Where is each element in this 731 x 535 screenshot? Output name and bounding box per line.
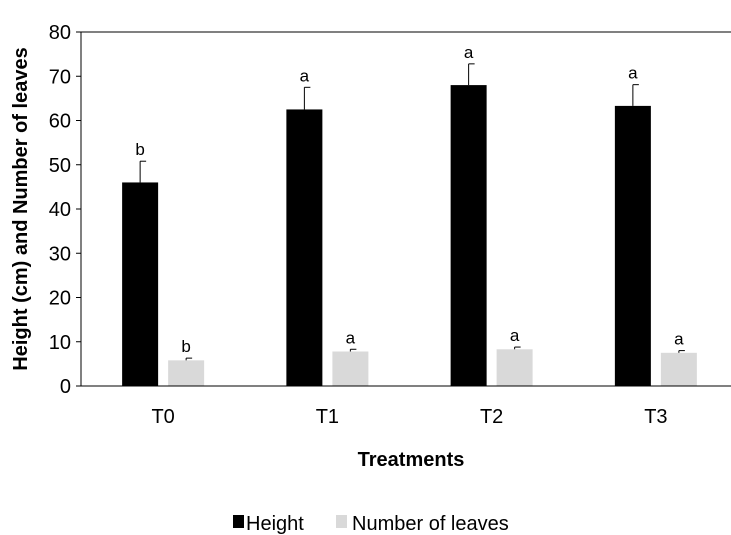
legend-swatch-height: [233, 515, 244, 528]
y-axis-title: Height (cm) and Number of leaves: [10, 47, 32, 370]
significance-letter: b: [181, 337, 190, 356]
y-tick-label: 40: [49, 199, 71, 221]
bar-height: [614, 105, 651, 387]
significance-letter: a: [628, 64, 638, 83]
y-tick-label: 20: [49, 288, 71, 310]
significance-letter: a: [464, 43, 474, 62]
significance-letter: a: [300, 66, 310, 85]
legend-swatch-number-of-leaves: [336, 515, 347, 528]
y-tick-label: 60: [49, 111, 71, 133]
bar-height: [450, 85, 487, 386]
legend-label: Number of leaves: [352, 513, 509, 535]
legend: Height Number of leaves: [233, 513, 509, 535]
x-tick-label: T1: [316, 406, 339, 428]
x-tick-label: T3: [644, 406, 667, 428]
x-tick-label: T2: [480, 406, 503, 428]
y-tick-label: 50: [49, 155, 71, 177]
axes: 0 10 20 30 40 50 60 70 80 T0 T1 T2 T3: [49, 22, 731, 428]
y-tick-label: 10: [49, 332, 71, 354]
bar-number-of-leaves: [496, 349, 533, 386]
significance-letter: a: [346, 328, 356, 347]
bar-number-of-leaves: [660, 352, 697, 386]
significance-letter: a: [510, 326, 520, 345]
y-tick-label: 30: [49, 243, 71, 265]
x-axis-title: Treatments: [358, 449, 465, 471]
y-tick-label: 0: [60, 376, 71, 398]
bar-height: [122, 182, 159, 386]
plot-area: b b a a a a a a: [122, 43, 697, 387]
y-tick-label: 80: [49, 22, 71, 44]
y-tick-label: 70: [49, 66, 71, 88]
legend-label: Height: [246, 513, 304, 535]
bar-height: [286, 109, 323, 386]
bar-number-of-leaves: [332, 351, 369, 386]
x-tick-label: T0: [151, 406, 174, 428]
bar-number-of-leaves: [168, 360, 205, 386]
significance-letter: a: [674, 330, 684, 349]
significance-letter: b: [135, 140, 144, 159]
